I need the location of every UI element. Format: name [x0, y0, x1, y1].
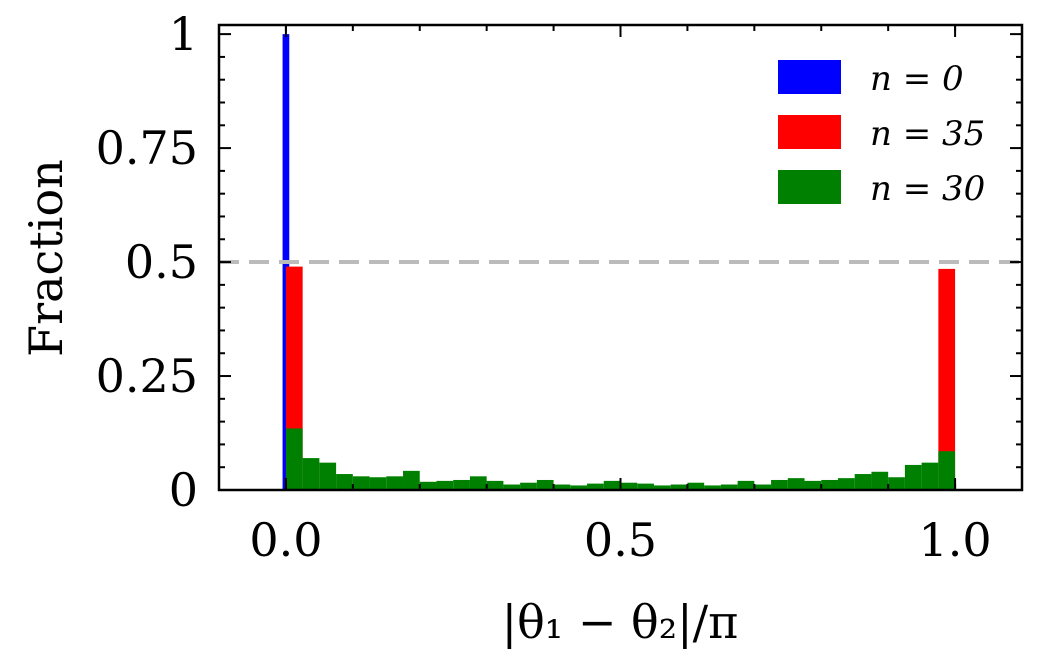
plot-frame: [217, 23, 1024, 492]
bar-series-2-bin-24: [687, 482, 705, 490]
y-tick-label-1: 0.25: [96, 349, 198, 403]
bar-series-2-bin-0: [285, 428, 303, 490]
bar-series-2-bin-10: [453, 479, 470, 490]
bar-series-2-bin-14: [520, 482, 537, 490]
bar-series-2-bin-29: [771, 479, 788, 490]
bar-series-2-bin-36: [888, 477, 905, 490]
x-axis-label: |θ₁ − θ₂|/π: [502, 595, 739, 649]
bar-series-2-bin-21: [637, 483, 654, 490]
bar-series-2-bin-28: [754, 484, 772, 490]
legend-label-1: n = 35: [870, 114, 985, 154]
bar-series-2-bin-32: [821, 479, 838, 490]
legend-label-2: n = 30: [870, 169, 985, 209]
tick-labels-layer: 0.0 0.5 1.0 0 0.25 0.5 0.75 1: [96, 7, 992, 567]
legend-swatch-1: [778, 115, 841, 149]
bar-series-2-bin-12: [486, 480, 504, 490]
bar-series-2-bin-1: [302, 458, 320, 490]
bar-series-2-bin-26: [720, 484, 738, 490]
bar-series-2-bin-31: [804, 480, 822, 490]
bar-series-2-bin-22: [653, 485, 671, 490]
bar-series-2-bin-34: [854, 474, 872, 490]
bar-series-2-bin-6: [386, 476, 404, 490]
legend-swatch-0: [778, 60, 841, 94]
bar-series-2-bin-2: [319, 462, 337, 490]
bar-series-2-bin-15: [536, 479, 554, 490]
bar-series-2-bin-33: [837, 478, 855, 490]
bar-series-2-bin-8: [419, 481, 437, 490]
y-tick-label-4: 1: [169, 7, 198, 61]
bar-series-2-bin-9: [436, 480, 454, 490]
bar-series-2-bin-13: [503, 484, 521, 490]
bar-series-2-bin-18: [587, 483, 604, 490]
y-axis-label: Fraction: [19, 159, 73, 357]
bar-series-2-bin-39: [938, 451, 956, 490]
bar-series-2-bin-37: [904, 464, 922, 490]
legend-swatch-2: [778, 170, 841, 204]
bar-series-2-bin-23: [670, 484, 688, 490]
bar-series-2-bin-38: [921, 462, 939, 490]
bar-series-2-bin-3: [336, 474, 353, 490]
bar-series-2-bin-16: [553, 484, 571, 490]
bar-series-2-bin-19: [603, 480, 621, 490]
y-tick-label-3: 0.75: [96, 121, 198, 175]
x-tick-label-1: 0.5: [584, 513, 657, 567]
bar-series-2-bin-20: [620, 482, 638, 490]
bar-series-2-bin-4: [352, 476, 370, 490]
bar-series-2-bin-7: [403, 470, 420, 490]
bar-series-2-bin-30: [787, 478, 805, 490]
legend: n = 0 n = 35 n = 30: [778, 59, 985, 209]
bar-series-2-bin-11: [469, 476, 487, 490]
bar-series-1-bin-1: [938, 268, 956, 490]
y-tick-label-2: 0.5: [125, 235, 198, 289]
bar-series-2-bin-27: [737, 480, 755, 490]
bar-series-2-bin-35: [871, 471, 889, 490]
bar-series-2-bin-25: [704, 485, 721, 490]
bar-series-2-bin-17: [570, 485, 588, 490]
legend-label-0: n = 0: [870, 59, 964, 99]
bar-series-2-bin-5: [369, 477, 387, 490]
y-tick-label-0: 0: [169, 463, 198, 517]
x-tick-label-0: 0.0: [249, 513, 322, 567]
x-tick-label-2: 1.0: [919, 513, 992, 567]
